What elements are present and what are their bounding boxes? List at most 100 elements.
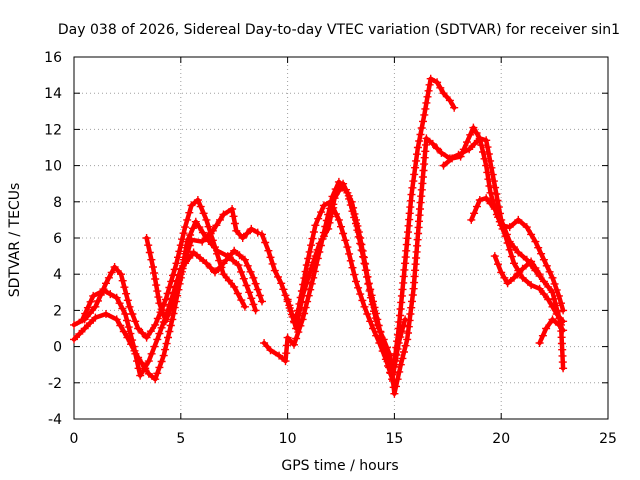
data-point-marker <box>436 83 445 92</box>
data-point-marker <box>304 254 313 263</box>
data-point-marker <box>121 310 130 318</box>
data-point-marker <box>249 273 258 282</box>
data-point-marker <box>475 134 484 143</box>
data-point-marker <box>253 228 262 237</box>
data-point-marker <box>463 138 471 147</box>
series-arc-7 <box>283 74 459 384</box>
data-point-marker <box>505 245 514 254</box>
data-point-marker <box>140 364 149 373</box>
data-point-marker <box>319 201 328 210</box>
data-point-marker <box>216 215 224 224</box>
data-point-marker <box>120 283 129 292</box>
data-point-marker <box>369 324 377 333</box>
data-point-marker <box>124 323 133 332</box>
data-point-marker <box>395 367 404 376</box>
data-point-marker <box>81 309 90 318</box>
data-point-marker <box>364 279 373 288</box>
data-point-marker <box>228 205 237 213</box>
data-point-marker <box>374 321 383 330</box>
data-point-marker <box>91 313 100 322</box>
data-point-marker <box>213 249 222 258</box>
data-point-marker <box>70 320 78 329</box>
data-point-marker <box>379 339 387 348</box>
data-point-marker <box>356 290 365 299</box>
data-point-marker <box>142 234 151 242</box>
data-point-marker <box>104 273 113 282</box>
data-point-marker <box>123 296 132 305</box>
data-point-marker <box>251 306 260 315</box>
data-point-marker <box>419 117 427 126</box>
data-point-marker <box>181 223 190 232</box>
data-point-marker <box>219 259 228 268</box>
y-tick-label: 16 <box>44 50 62 66</box>
data-point-marker <box>155 363 164 372</box>
data-point-marker <box>115 299 124 308</box>
data-point-marker <box>178 235 187 244</box>
series-arc-11 <box>535 315 568 347</box>
data-point-marker <box>128 336 137 345</box>
data-point-marker <box>147 349 156 358</box>
data-point-marker <box>347 197 356 206</box>
data-point-marker <box>311 252 320 261</box>
data-point-marker <box>531 263 540 272</box>
data-point-marker <box>168 299 177 308</box>
data-point-marker <box>157 323 166 332</box>
data-point-marker <box>459 145 468 154</box>
data-point-marker <box>539 277 548 286</box>
data-point-marker <box>133 357 141 366</box>
data-point-marker <box>208 236 217 245</box>
data-point-marker <box>501 232 510 241</box>
y-tick-label: 10 <box>44 159 62 175</box>
series-arc-4 <box>142 205 262 326</box>
data-point-marker <box>305 271 313 280</box>
y-tick-label: -4 <box>48 412 62 428</box>
data-point-marker <box>110 263 119 271</box>
data-point-marker <box>204 222 213 231</box>
data-point-marker <box>484 175 493 184</box>
data-point-marker <box>258 230 266 239</box>
data-point-marker <box>559 364 568 373</box>
chart-title: Day 038 of 2026, Sidereal Day-to-day VTE… <box>58 22 620 38</box>
data-point-marker <box>242 281 251 290</box>
data-point-marker <box>334 215 343 224</box>
data-point-marker <box>389 368 398 377</box>
data-point-marker <box>467 215 476 224</box>
data-point-marker <box>548 315 557 324</box>
data-series <box>70 74 568 398</box>
data-point-marker <box>545 267 554 276</box>
data-point-marker <box>183 215 192 224</box>
data-point-marker <box>255 291 264 300</box>
series-arc-9 <box>467 194 568 315</box>
data-point-marker <box>307 279 316 288</box>
data-point-marker <box>482 136 491 145</box>
data-point-marker <box>261 238 270 247</box>
data-point-marker <box>219 270 228 279</box>
data-point-marker <box>288 312 297 321</box>
data-point-marker <box>186 231 195 239</box>
data-point-marker <box>102 310 110 318</box>
data-point-marker <box>473 202 481 211</box>
data-point-marker <box>350 270 359 279</box>
data-point-marker <box>358 246 367 255</box>
data-point-marker <box>367 291 376 300</box>
data-point-marker <box>420 110 429 119</box>
x-tick-label: 0 <box>70 431 79 447</box>
data-point-marker <box>548 273 557 282</box>
data-point-marker <box>350 209 359 218</box>
y-tick-label: 14 <box>44 86 62 102</box>
data-point-marker <box>482 194 491 203</box>
data-point-marker <box>349 203 358 212</box>
data-point-marker <box>230 219 239 228</box>
y-tick-label: 8 <box>53 195 62 211</box>
series-arc-10 <box>490 252 544 288</box>
data-point-marker <box>283 333 292 342</box>
data-point-marker <box>330 194 339 203</box>
data-point-marker <box>155 329 164 338</box>
data-point-marker <box>208 226 217 235</box>
data-point-marker <box>246 267 255 276</box>
data-point-marker <box>390 356 399 365</box>
data-point-marker <box>485 182 494 190</box>
data-point-marker <box>89 291 98 300</box>
data-point-marker <box>494 260 502 269</box>
data-point-marker <box>497 268 506 277</box>
